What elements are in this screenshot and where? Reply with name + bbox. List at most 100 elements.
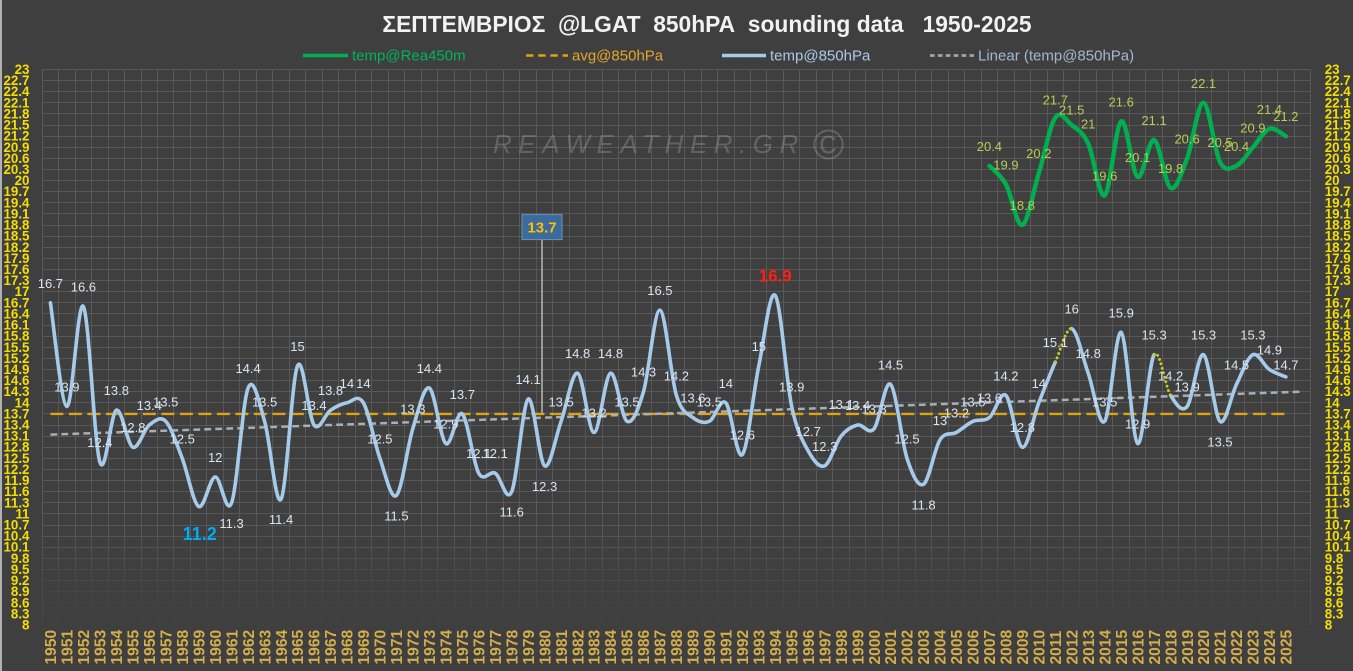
svg-text:1980: 1980 — [537, 629, 554, 664]
svg-text:16.5: 16.5 — [647, 283, 672, 298]
svg-text:14.2: 14.2 — [1158, 368, 1183, 383]
svg-text:19.1: 19.1 — [1325, 206, 1352, 221]
svg-text:1975: 1975 — [455, 629, 472, 664]
svg-text:2000: 2000 — [867, 629, 884, 664]
svg-text:1982: 1982 — [570, 629, 587, 664]
svg-text:Linear (temp@850hPa): Linear (temp@850hPa) — [978, 48, 1134, 65]
svg-text:14.7: 14.7 — [1273, 357, 1298, 372]
svg-text:14.5: 14.5 — [878, 357, 903, 372]
svg-text:temp@Rea450m: temp@Rea450m — [352, 48, 466, 65]
svg-text:21.5: 21.5 — [1059, 103, 1084, 118]
svg-text:1969: 1969 — [356, 629, 373, 664]
svg-text:14.9: 14.9 — [1325, 362, 1351, 377]
svg-text:15.3: 15.3 — [1240, 328, 1265, 343]
svg-text:14.4: 14.4 — [235, 361, 260, 376]
svg-text:1963: 1963 — [257, 629, 274, 664]
svg-text:21.2: 21.2 — [3, 129, 29, 144]
svg-text:1977: 1977 — [488, 630, 505, 665]
svg-text:21.8: 21.8 — [3, 106, 30, 121]
svg-text:9.5: 9.5 — [1325, 562, 1344, 577]
svg-text:2005: 2005 — [949, 629, 966, 664]
svg-text:11.3: 11.3 — [1325, 495, 1350, 510]
svg-text:1986: 1986 — [636, 629, 653, 664]
svg-text:16.1: 16.1 — [1325, 318, 1352, 333]
svg-text:11.9: 11.9 — [4, 473, 29, 488]
svg-text:15.8: 15.8 — [3, 329, 30, 344]
svg-text:13.5: 13.5 — [252, 394, 277, 409]
svg-text:17: 17 — [15, 284, 30, 299]
svg-text:15.9: 15.9 — [1109, 305, 1134, 320]
svg-text:15.3: 15.3 — [1191, 328, 1216, 343]
svg-text:21: 21 — [1081, 117, 1095, 132]
svg-text:20.4: 20.4 — [977, 139, 1002, 154]
svg-text:12.8: 12.8 — [3, 440, 30, 455]
svg-text:1976: 1976 — [471, 629, 488, 664]
svg-text:15.3: 15.3 — [1141, 328, 1166, 343]
svg-text:13.4: 13.4 — [301, 398, 326, 413]
svg-text:13.9: 13.9 — [54, 380, 79, 395]
svg-text:13.8: 13.8 — [318, 383, 343, 398]
svg-text:18.8: 18.8 — [1010, 198, 1035, 213]
svg-text:20.6: 20.6 — [1325, 151, 1351, 166]
svg-text:13.6: 13.6 — [977, 391, 1002, 406]
svg-text:2012: 2012 — [1064, 629, 1081, 664]
svg-text:1962: 1962 — [241, 629, 258, 664]
svg-text:13.5: 13.5 — [697, 394, 722, 409]
svg-text:16.4: 16.4 — [1325, 306, 1352, 321]
svg-text:2016: 2016 — [1130, 629, 1147, 664]
svg-text:10.7: 10.7 — [1325, 518, 1351, 533]
svg-text:10.4: 10.4 — [1325, 529, 1352, 544]
svg-text:1965: 1965 — [290, 629, 307, 664]
svg-text:1960: 1960 — [208, 629, 225, 664]
svg-text:1971: 1971 — [389, 629, 406, 664]
svg-text:19.6: 19.6 — [1092, 168, 1117, 183]
svg-text:15: 15 — [752, 339, 766, 354]
svg-text:17.9: 17.9 — [1325, 251, 1351, 266]
svg-text:20.2: 20.2 — [1026, 146, 1051, 161]
svg-text:19.1: 19.1 — [3, 206, 30, 221]
svg-text:15.5: 15.5 — [3, 340, 30, 355]
svg-text:REAWEATHER.GR: REAWEATHER.GR — [493, 129, 805, 159]
svg-text:14: 14 — [1325, 395, 1340, 410]
svg-text:21.6: 21.6 — [1109, 94, 1134, 109]
svg-text:17.3: 17.3 — [1325, 273, 1351, 288]
svg-text:1993: 1993 — [752, 629, 769, 664]
svg-text:1999: 1999 — [850, 629, 867, 664]
svg-text:23: 23 — [1325, 62, 1340, 77]
svg-text:15.8: 15.8 — [1325, 329, 1352, 344]
svg-text:22.4: 22.4 — [3, 84, 30, 99]
svg-text:14: 14 — [1032, 376, 1046, 391]
svg-text:18.5: 18.5 — [1325, 229, 1352, 244]
svg-text:11.9: 11.9 — [1325, 473, 1350, 488]
svg-text:20: 20 — [1325, 173, 1340, 188]
svg-text:9.2: 9.2 — [1325, 573, 1344, 588]
svg-text:14.6: 14.6 — [3, 373, 29, 388]
svg-text:temp@850hPa: temp@850hPa — [770, 48, 871, 65]
svg-text:2009: 2009 — [1015, 629, 1032, 664]
svg-text:16.4: 16.4 — [3, 306, 30, 321]
svg-text:20.9: 20.9 — [1240, 120, 1265, 135]
svg-text:19.4: 19.4 — [3, 195, 30, 210]
svg-text:19.8: 19.8 — [1158, 161, 1183, 176]
svg-text:1983: 1983 — [587, 629, 604, 664]
svg-text:11.6: 11.6 — [4, 484, 29, 499]
svg-text:14: 14 — [719, 376, 733, 391]
svg-text:1996: 1996 — [801, 629, 818, 664]
svg-text:18.8: 18.8 — [3, 218, 30, 233]
svg-text:17.6: 17.6 — [3, 262, 29, 277]
svg-text:21.5: 21.5 — [1325, 118, 1352, 133]
svg-text:21.2: 21.2 — [1273, 109, 1298, 124]
svg-text:12.6: 12.6 — [730, 428, 755, 443]
svg-text:20.4: 20.4 — [1224, 139, 1249, 154]
svg-text:23: 23 — [15, 62, 30, 77]
svg-text:1950: 1950 — [43, 629, 60, 664]
svg-text:13.8: 13.8 — [104, 383, 129, 398]
svg-text:1970: 1970 — [373, 629, 390, 664]
svg-text:14: 14 — [340, 376, 354, 391]
svg-text:avg@850hPa: avg@850hPa — [572, 48, 664, 65]
svg-text:8.3: 8.3 — [1325, 606, 1344, 621]
svg-text:18.5: 18.5 — [3, 229, 30, 244]
svg-text:1957: 1957 — [158, 630, 175, 665]
svg-text:9.2: 9.2 — [11, 573, 30, 588]
svg-text:16.1: 16.1 — [3, 318, 30, 333]
